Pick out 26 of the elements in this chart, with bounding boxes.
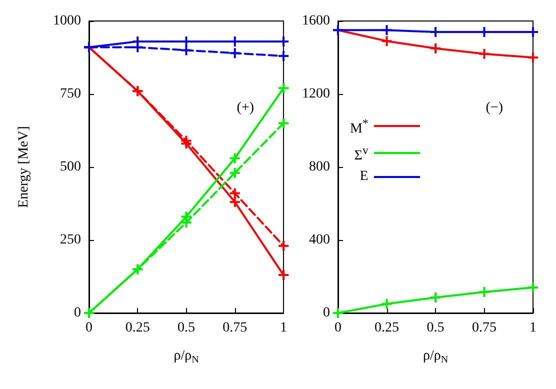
y-tick-label: 0 [74,306,81,320]
y-tick-label: 250 [60,232,81,248]
y-tick-label: 400 [309,232,330,248]
legend-label: Σ$^{v}$ [354,142,368,166]
y-tick-label: 0 [323,306,330,320]
x-tick-label: 0.25 [374,320,399,336]
x-tick-label: 1 [530,320,536,336]
x-tick-label: 0.75 [472,320,496,336]
x-tick-label: 0.75 [222,320,248,336]
x-tick-label: 0.5 [426,320,444,336]
y-tick-label: 1000 [53,14,81,28]
y-tick-label: 1600 [302,14,330,28]
x-tick-label: 1 [280,320,287,336]
annotation: (+) [236,100,254,116]
legend-label: E [360,168,368,186]
x-tick-label: 0.25 [125,320,150,336]
y-tick-label: 1200 [302,86,330,102]
y-tick-label: 500 [60,160,81,174]
x-tick-label: 0.5 [178,320,195,336]
y-tick-label: 750 [60,86,81,102]
x-tick-label: 0 [334,320,342,336]
y-tick-label: 800 [309,160,330,174]
y-axis-title: Energy [MeV] [16,126,32,208]
x-tick-label: 0 [86,320,92,336]
annotation: (−) [486,100,504,116]
legend-label: M$^{*}$ [350,116,368,139]
